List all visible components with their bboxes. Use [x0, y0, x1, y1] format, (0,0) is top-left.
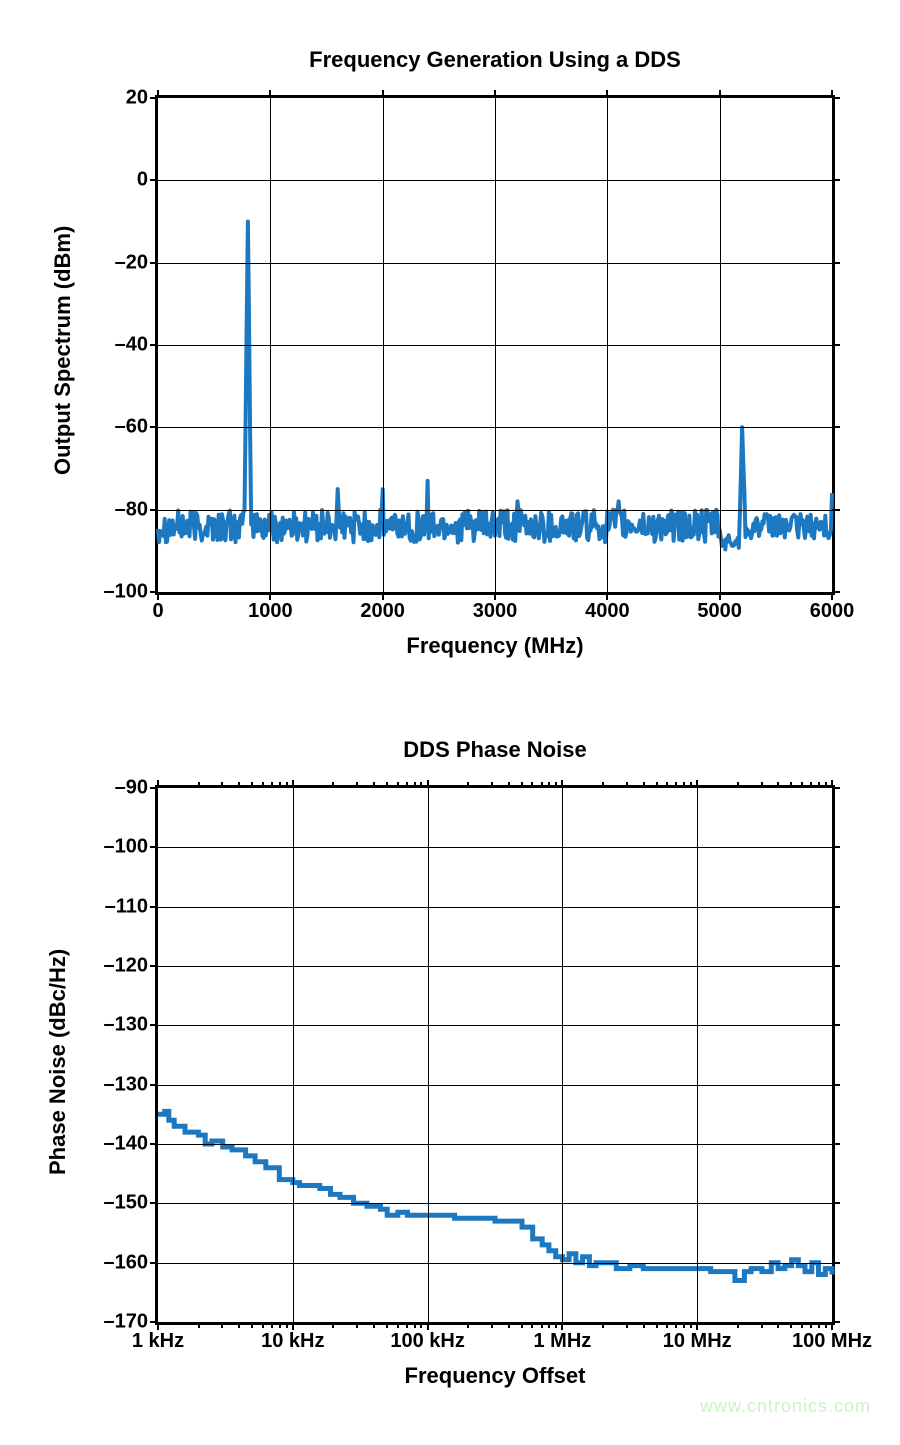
chart2-ytick-label: –150: [104, 1192, 149, 1215]
chart2-data-line: [158, 788, 832, 1322]
chart2-grid-v: [428, 788, 429, 1322]
chart2-grid-h: [158, 1144, 832, 1145]
chart2-grid-h: [158, 1263, 832, 1264]
chart2-xtick-label: 10 kHz: [261, 1330, 324, 1353]
page: Frequency Generation Using a DDS Output …: [0, 0, 900, 1418]
watermark-text: www.cntronics.com: [700, 1396, 871, 1417]
chart2-plot-area: 1 kHz10 kHz100 kHz1 MHz10 MHz100 MHz–90–…: [155, 785, 835, 1325]
chart2-x-axis-label: Frequency Offset: [155, 1363, 835, 1389]
chart2-xtick-label: 100 kHz: [390, 1330, 465, 1353]
chart2-ytick-label: –130: [104, 1014, 149, 1037]
chart2-xtick-label: 1 MHz: [533, 1330, 591, 1353]
chart2-ytick-label: –120: [104, 955, 149, 978]
chart2-ytick-label: –100: [104, 836, 149, 859]
chart2-grid-v: [293, 788, 294, 1322]
chart2-ytick-label: –90: [115, 777, 148, 800]
chart2-xtick-label: 100 MHz: [792, 1330, 872, 1353]
chart2-grid-h: [158, 907, 832, 908]
chart2-ytick-label: –160: [104, 1251, 149, 1274]
chart2-grid-h: [158, 1025, 832, 1026]
chart2-grid-v: [697, 788, 698, 1322]
chart2-title: DDS Phase Noise: [155, 737, 835, 763]
chart2-grid-h: [158, 847, 832, 848]
chart2-ytick-label: –140: [104, 1133, 149, 1156]
chart2-grid-h: [158, 1085, 832, 1086]
chart2-y-axis-label: Phase Noise (dBc/Hz): [45, 949, 71, 1175]
chart2-grid-h: [158, 966, 832, 967]
chart2-grid-v: [562, 788, 563, 1322]
chart2-ytick-label: –110: [105, 895, 148, 918]
chart2-xtick-label: 10 MHz: [663, 1330, 732, 1353]
chart2-ytick-label: –130: [104, 1073, 149, 1096]
chart2: DDS Phase Noise Phase Noise (dBc/Hz) 1 k…: [0, 0, 900, 1445]
chart2-ytick-label: –170: [104, 1311, 149, 1334]
chart2-grid-h: [158, 1203, 832, 1204]
